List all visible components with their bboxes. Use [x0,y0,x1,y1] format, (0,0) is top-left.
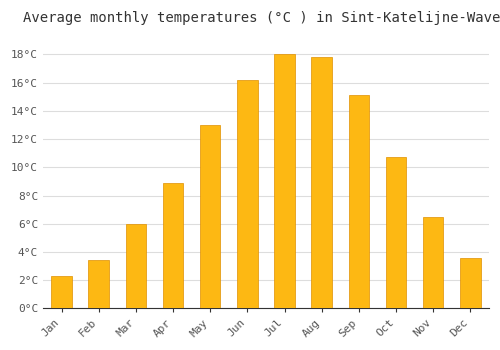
Bar [88,260,109,308]
Bar [163,183,184,308]
Bar [386,158,406,308]
Bar [274,54,294,308]
Bar [126,224,146,308]
Bar [237,80,258,308]
Bar [423,217,444,308]
Bar [348,95,369,308]
Bar [460,258,480,308]
Bar [312,57,332,308]
Bar [200,125,220,308]
Bar [52,276,72,308]
Title: Average monthly temperatures (°C ) in Sint-Katelijne-Waver: Average monthly temperatures (°C ) in Si… [23,11,500,25]
